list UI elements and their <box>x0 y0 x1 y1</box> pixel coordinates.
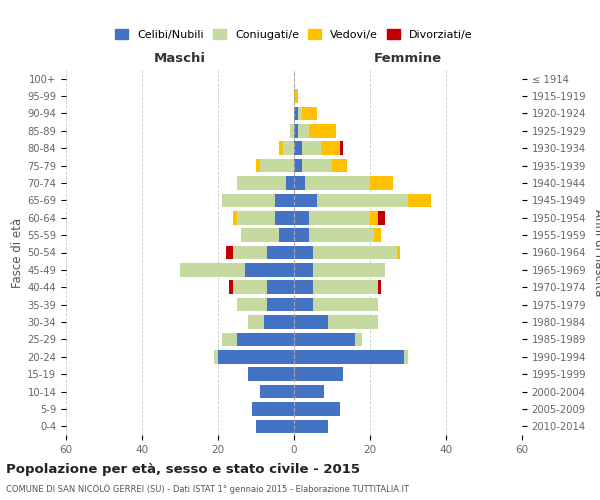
Bar <box>294 350 404 364</box>
Bar <box>298 106 302 120</box>
Bar <box>397 246 400 260</box>
Bar <box>294 246 313 260</box>
Bar <box>222 332 237 346</box>
Bar <box>275 211 294 224</box>
Bar <box>294 90 298 103</box>
Bar <box>260 385 294 398</box>
Bar <box>180 263 245 276</box>
Bar <box>294 176 305 190</box>
Bar <box>294 228 309 242</box>
Bar <box>313 280 377 294</box>
Bar <box>313 246 397 260</box>
Bar <box>241 228 279 242</box>
Bar <box>268 280 294 294</box>
Text: Maschi: Maschi <box>154 52 206 65</box>
Bar <box>229 280 233 294</box>
Bar <box>233 246 268 260</box>
Bar <box>294 368 343 381</box>
Bar <box>294 106 298 120</box>
Bar <box>294 280 313 294</box>
Bar <box>377 211 385 224</box>
Bar <box>294 402 340 415</box>
Bar <box>252 402 294 415</box>
Bar <box>305 176 370 190</box>
Bar <box>302 142 320 155</box>
Bar <box>374 228 382 242</box>
Bar <box>294 332 355 346</box>
Bar <box>222 194 275 207</box>
Bar <box>294 315 328 329</box>
Bar <box>279 228 294 242</box>
Bar <box>268 246 294 260</box>
Bar <box>294 124 298 138</box>
Bar <box>294 211 309 224</box>
Bar <box>237 332 294 346</box>
Bar <box>290 124 294 138</box>
Bar <box>404 350 408 364</box>
Text: COMUNE DI SAN NICOLÒ GERREI (SU) - Dati ISTAT 1° gennaio 2015 - Elaborazione TUT: COMUNE DI SAN NICOLÒ GERREI (SU) - Dati … <box>6 484 409 494</box>
Bar <box>248 368 294 381</box>
Bar <box>263 315 294 329</box>
Bar <box>294 142 302 155</box>
Bar <box>294 159 302 172</box>
Bar <box>256 159 260 172</box>
Bar <box>340 142 343 155</box>
Bar <box>248 315 263 329</box>
Bar <box>302 106 317 120</box>
Bar <box>268 298 294 312</box>
Bar <box>294 298 313 312</box>
Y-axis label: Fasce di età: Fasce di età <box>11 218 25 288</box>
Bar <box>298 124 309 138</box>
Bar <box>328 315 377 329</box>
Bar <box>214 350 218 364</box>
Bar <box>245 263 294 276</box>
Bar <box>408 194 431 207</box>
Bar <box>309 228 374 242</box>
Text: Popolazione per età, sesso e stato civile - 2015: Popolazione per età, sesso e stato civil… <box>6 462 360 475</box>
Bar <box>237 211 275 224</box>
Text: Femmine: Femmine <box>374 52 442 65</box>
Bar <box>233 280 268 294</box>
Bar <box>237 298 268 312</box>
Bar <box>256 420 294 433</box>
Bar <box>370 211 377 224</box>
Bar <box>279 142 283 155</box>
Bar <box>233 211 237 224</box>
Legend: Celibi/Nubili, Coniugati/e, Vedovi/e, Divorziati/e: Celibi/Nubili, Coniugati/e, Vedovi/e, Di… <box>111 24 477 44</box>
Bar <box>313 263 385 276</box>
Bar <box>320 142 340 155</box>
Bar <box>317 194 408 207</box>
Bar <box>309 211 370 224</box>
Bar <box>302 159 332 172</box>
Bar <box>226 246 233 260</box>
Bar <box>313 298 377 312</box>
Bar <box>377 280 382 294</box>
Bar <box>294 263 313 276</box>
Bar <box>309 124 336 138</box>
Bar <box>370 176 393 190</box>
Bar <box>294 194 317 207</box>
Bar <box>283 142 294 155</box>
Bar <box>237 176 286 190</box>
Bar <box>275 194 294 207</box>
Bar <box>286 176 294 190</box>
Bar <box>260 159 294 172</box>
Bar <box>218 350 294 364</box>
Bar <box>294 385 325 398</box>
Bar <box>332 159 347 172</box>
Bar <box>355 332 362 346</box>
Y-axis label: Anni di nascita: Anni di nascita <box>592 209 600 296</box>
Bar <box>294 420 328 433</box>
